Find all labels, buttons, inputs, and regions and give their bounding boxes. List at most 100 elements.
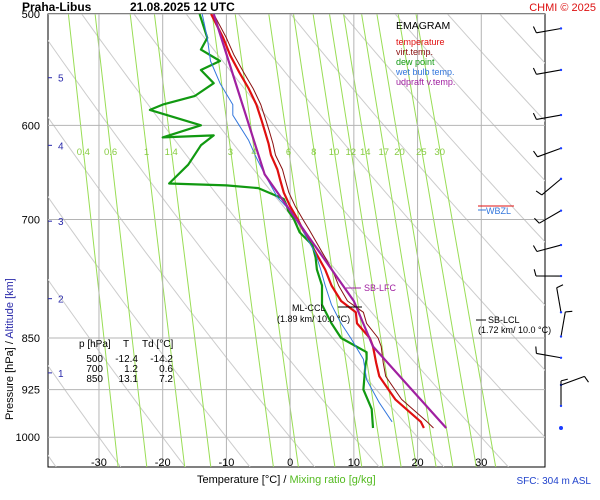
wind-barb-feather bbox=[535, 190, 543, 196]
mixing-ratio-line bbox=[376, 14, 454, 467]
legend: EMAGRAM temperature virt.temp. dew point… bbox=[395, 20, 455, 87]
wind-barb-shaft bbox=[536, 352, 562, 359]
dry-adiabat-line bbox=[48, 278, 186, 467]
dry-adiabat-line bbox=[552, 14, 600, 467]
dry-adiabat-line bbox=[48, 39, 380, 467]
mixing-ratio-label: 0.6 bbox=[104, 147, 117, 158]
sb-lcl-detail: (1.72 km/ 10.0 °C) bbox=[478, 325, 551, 335]
datetime-title: 21.08.2025 12 UTC bbox=[130, 0, 235, 14]
legend-item-updraft: udpraft v.temp. bbox=[396, 77, 455, 87]
wind-barb-feather bbox=[533, 150, 538, 158]
wind-barb-feather bbox=[560, 378, 568, 382]
wind-barb-shaft bbox=[541, 178, 562, 196]
mixing-ratio-label: 17 bbox=[379, 147, 390, 158]
mixing-ratio-line bbox=[153, 14, 212, 467]
mixing-ratio-label: 4 bbox=[251, 147, 256, 158]
table-cell-pressure: 500 bbox=[86, 354, 103, 365]
table-header-pressure: p [hPa] bbox=[79, 339, 111, 350]
wind-calm-marker bbox=[559, 425, 563, 430]
mixing-ratio-label: 8 bbox=[311, 147, 316, 158]
pressure-tick-label: 1000 bbox=[16, 432, 40, 444]
wind-barb-feather bbox=[532, 245, 538, 252]
legend-item-wet-bulb: wet bulb temp. bbox=[395, 67, 455, 77]
temperature-tick-label: 30 bbox=[475, 457, 487, 469]
station-title: Praha-Libus bbox=[22, 0, 92, 14]
legend-title: EMAGRAM bbox=[396, 20, 450, 32]
wind-barb-shaft bbox=[536, 244, 562, 253]
wind-barb-shaft bbox=[536, 27, 562, 34]
sb-lcl-label: SB-LCL bbox=[488, 315, 520, 325]
mixing-ratio-line bbox=[234, 14, 299, 467]
mixing-ratio-line bbox=[343, 14, 417, 467]
mixing-ratio-line bbox=[129, 14, 186, 467]
table-cell-temperature: 1.2 bbox=[124, 364, 138, 375]
altitude-tick-label: 3 bbox=[58, 217, 64, 228]
wind-barb-station-dot bbox=[559, 209, 563, 212]
dry-adiabat-line bbox=[238, 14, 545, 371]
wind-barb-shaft bbox=[560, 375, 585, 386]
wind-barb-shaft bbox=[560, 311, 566, 337]
series-line-dew-point bbox=[148, 14, 375, 429]
wind-barb-station-dot bbox=[559, 113, 563, 117]
mixing-ratio-line bbox=[397, 14, 477, 467]
pressure-tick-label: 700 bbox=[22, 214, 40, 226]
altitude-tick-label: 1 bbox=[58, 369, 64, 380]
wbzl-label: WBZL bbox=[486, 206, 511, 216]
wind-barb-station-dot bbox=[559, 311, 563, 314]
wind-barb-shaft bbox=[539, 210, 562, 224]
mixing-ratio-label: 30 bbox=[434, 147, 445, 158]
wind-barb-feather bbox=[532, 26, 537, 34]
mixing-ratio-label: 25 bbox=[416, 147, 427, 158]
wind-barb-feather bbox=[532, 67, 537, 75]
dry-adiabat-line bbox=[133, 14, 509, 467]
series-line-virt-temp- bbox=[213, 14, 434, 429]
dry-adiabat-line bbox=[499, 14, 545, 64]
mixing-ratio-line bbox=[329, 14, 402, 467]
x-axis-label-separator: / bbox=[280, 474, 289, 486]
table-cell-dewpoint: -14.2 bbox=[150, 354, 173, 365]
dry-adiabat-line bbox=[185, 14, 545, 438]
wind-barb-layer bbox=[532, 26, 589, 430]
sounding-table: p [hPa] T Td [°C] 500 -12.4 -14.2 700 1.… bbox=[79, 339, 173, 385]
wind-barb-station-dot bbox=[559, 356, 563, 359]
mixing-ratio-line bbox=[312, 14, 384, 467]
wind-barb-station-dot bbox=[559, 243, 563, 247]
x-axis-label-mixing-ratio: Mixing ratio [g/kg] bbox=[289, 474, 375, 486]
legend-item-temperature: temperature bbox=[396, 37, 445, 47]
annotations: SB-LFC ML-CCL (1.89 km/ 10.0 °C) SB-LCL … bbox=[277, 205, 551, 335]
table-cell-dewpoint: 0.6 bbox=[159, 364, 173, 375]
wind-barb-station-dot bbox=[559, 68, 563, 72]
wind-barb-feather bbox=[565, 310, 573, 313]
mixing-ratio-label: 10 bbox=[329, 147, 340, 158]
x-axis-label-temperature: Temperature [°C] bbox=[197, 474, 280, 486]
mixing-ratio-line bbox=[415, 14, 497, 467]
wind-barb-station-dot bbox=[559, 177, 563, 181]
table-cell-temperature: -12.4 bbox=[115, 354, 138, 365]
temperature-tick-label: -30 bbox=[91, 457, 107, 469]
altitude-label-layer: 5 4 3 2 1 bbox=[48, 74, 64, 380]
mixing-ratio-line bbox=[211, 14, 274, 467]
table-cell-pressure: 850 bbox=[86, 374, 103, 385]
dry-adiabat-line bbox=[81, 14, 445, 467]
mixing-ratio-line bbox=[361, 14, 437, 467]
series-layer bbox=[148, 14, 448, 429]
pressure-tick-label: 850 bbox=[22, 333, 40, 345]
wind-barb-feather bbox=[535, 346, 537, 354]
wind-barb-feather bbox=[532, 112, 537, 120]
mixing-ratio-label: 14 bbox=[360, 147, 371, 158]
mixing-ratio-label: 0.4 bbox=[77, 147, 90, 158]
series-line-udpraft-v-temp- bbox=[212, 14, 448, 429]
table-header-dewpoint: Td [°C] bbox=[142, 339, 173, 350]
mixing-ratio-label-layer: 0.4 0.6 1 1.4 3 4 6 8 10 12 14 17 20 25 30 bbox=[77, 147, 445, 158]
wind-barb-station-dot bbox=[559, 335, 563, 338]
wind-barb-station-dot bbox=[559, 147, 563, 150]
temperature-tick-label: 20 bbox=[411, 457, 423, 469]
x-axis-label: Temperature [°C] / Mixing ratio [g/kg] bbox=[197, 474, 376, 486]
wind-barb-feather bbox=[584, 376, 589, 383]
wind-barb-station-dot bbox=[559, 274, 563, 278]
wind-barb-shaft bbox=[536, 69, 562, 75]
mixing-ratio-line bbox=[293, 14, 363, 467]
sb-lfc-label: SB-LFC bbox=[364, 283, 397, 293]
mixing-ratio-label: 1.4 bbox=[165, 147, 178, 158]
